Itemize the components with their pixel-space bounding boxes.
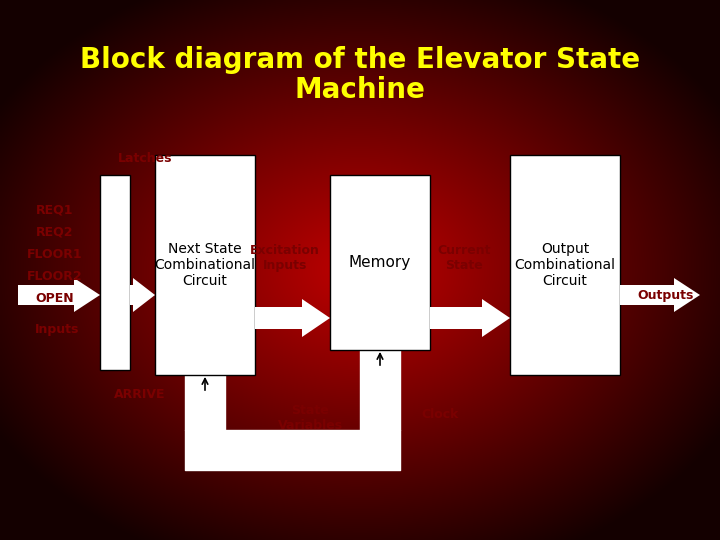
Text: FLOOR2: FLOOR2 [27, 269, 83, 282]
Bar [155, 155, 255, 375]
Polygon shape [130, 278, 155, 312]
Polygon shape [255, 299, 330, 337]
Text: State
Variables: State Variables [277, 404, 343, 432]
Bar [330, 175, 430, 350]
Text: Current
State: Current State [437, 244, 491, 272]
Text: Block diagram of the Elevator State: Block diagram of the Elevator State [80, 46, 640, 74]
Text: Machine: Machine [294, 76, 426, 104]
Text: Outputs: Outputs [638, 288, 694, 301]
Bar [510, 155, 620, 375]
Polygon shape [620, 278, 700, 312]
Text: Clock: Clock [421, 408, 459, 422]
Text: Output
Combinational
Circuit: Output Combinational Circuit [515, 242, 616, 288]
Text: OPEN: OPEN [36, 292, 74, 305]
Text: REQ1: REQ1 [36, 204, 73, 217]
Text: Memory: Memory [349, 255, 411, 270]
Polygon shape [185, 290, 225, 335]
Text: Excitation
Inputs: Excitation Inputs [250, 244, 320, 272]
Polygon shape [430, 299, 510, 337]
Polygon shape [18, 278, 100, 312]
Text: Inputs: Inputs [35, 323, 79, 336]
Text: Next State
Combinational
Circuit: Next State Combinational Circuit [155, 242, 256, 288]
Text: ARRIVE: ARRIVE [114, 388, 166, 402]
Text: Latches: Latches [118, 152, 172, 165]
Text: REQ2: REQ2 [36, 226, 73, 239]
Text: FLOOR1: FLOOR1 [27, 247, 83, 260]
Bar [100, 175, 130, 370]
